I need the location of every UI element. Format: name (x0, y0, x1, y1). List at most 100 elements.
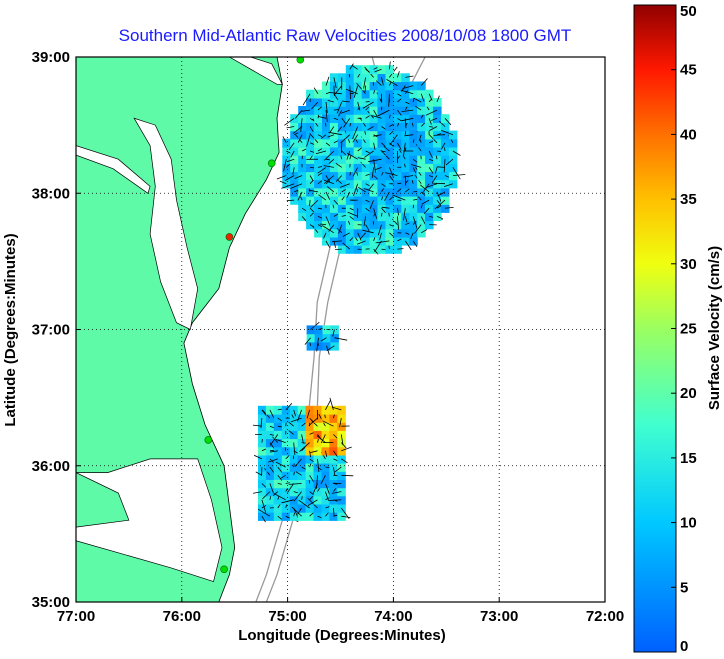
velocity-arrow (333, 467, 336, 476)
velocity-cell (305, 512, 315, 521)
velocity-arrow (288, 421, 294, 427)
velocity-arrow (260, 418, 263, 428)
velocity-cell (281, 454, 291, 464)
velocity-arrow (328, 224, 335, 232)
velocity-cell (258, 438, 267, 448)
velocity-arrow (307, 499, 318, 506)
velocity-arrow (261, 499, 267, 514)
velocity-arrow (268, 458, 278, 463)
velocity-cell (290, 196, 299, 205)
velocity-arrow (321, 225, 335, 234)
velocity-cell (433, 179, 442, 189)
velocity-cell (329, 438, 338, 448)
velocity-arrow (290, 150, 295, 158)
velocity-arrow (335, 175, 343, 182)
velocity-cell (385, 65, 394, 74)
velocity-cell (385, 97, 394, 107)
velocity-cell (273, 438, 283, 448)
velocity-arrow (353, 85, 359, 98)
velocity-cell (369, 97, 379, 107)
velocity-arrow (428, 93, 433, 101)
delaware-bay (228, 57, 283, 85)
velocity-arrow (329, 126, 335, 134)
velocity-arrow (444, 183, 454, 187)
velocity-arrow (373, 208, 378, 219)
velocity-arrow (389, 134, 398, 146)
velocity-cell (441, 163, 450, 173)
velocity-cell (409, 106, 418, 115)
velocity-arrow (336, 101, 343, 114)
velocity-cell (329, 163, 339, 173)
velocity-arrow (297, 409, 302, 422)
velocity-arrow (270, 450, 278, 453)
velocity-arrow (272, 491, 279, 496)
velocity-cell (409, 97, 418, 107)
velocity-arrow (325, 240, 331, 248)
velocity-cell (377, 163, 386, 173)
velocity-cell (322, 81, 331, 91)
velocity-arrow (279, 180, 287, 185)
velocity-cell (361, 187, 371, 197)
velocity-cell (385, 204, 394, 213)
velocity-arrow (403, 142, 406, 157)
velocity-arrow (297, 191, 303, 201)
velocity-arrow (302, 93, 311, 106)
velocity-arrow (288, 483, 302, 485)
velocity-arrow (295, 471, 302, 476)
y-axis-ticks: 35:00 36:00 37:00 38:00 39:00 (32, 49, 81, 611)
land-mass (76, 57, 283, 602)
velocity-arrow (404, 216, 408, 223)
velocity-arrow (334, 466, 342, 473)
velocity-cell (314, 171, 323, 181)
colorbar-label: Surface Velocity (cm/s) (706, 246, 723, 410)
colorbar-tick-label: 45 (680, 62, 697, 79)
velocity-arrow (325, 399, 332, 411)
velocity-cell (433, 163, 442, 173)
velocity-cell (337, 187, 347, 197)
velocity-cell (337, 236, 347, 246)
velocity-cell (385, 196, 394, 205)
velocity-arrow (433, 134, 446, 136)
velocity-cell (281, 422, 291, 431)
velocity-cell (258, 471, 267, 480)
velocity-arrow (364, 85, 366, 93)
velocity-cell (298, 122, 307, 132)
velocity-arrow (308, 417, 318, 426)
velocity-cell (298, 146, 307, 156)
velocity-cell (385, 245, 394, 254)
velocity-cell (306, 179, 315, 189)
velocity-cell (290, 171, 299, 181)
velocity-cell (369, 212, 379, 222)
velocity-cell (361, 138, 371, 148)
velocity-arrow (317, 167, 327, 174)
velocity-cell (337, 196, 347, 205)
velocity-cell (353, 65, 363, 74)
velocity-cell (433, 122, 442, 132)
velocity-arrow (444, 118, 452, 126)
colorbar-tick-label: 30 (680, 256, 697, 273)
velocity-cell (353, 187, 363, 197)
velocity-arrow (371, 167, 374, 179)
velocity-arrow (431, 182, 446, 185)
velocity-arrow (291, 506, 302, 517)
velocity-arrow (328, 131, 342, 136)
velocity-arrow (410, 164, 422, 168)
velocity-arrow (340, 507, 350, 519)
velocity-cell (290, 155, 299, 164)
velocity-cell (353, 73, 363, 83)
velocity-cell (314, 179, 323, 189)
velocity-cell (273, 503, 283, 513)
velocity-arrow (253, 491, 262, 494)
velocity-arrow (341, 474, 354, 477)
colorbar-ticks: 0 5 10 15 20 25 30 35 40 45 50 (671, 3, 697, 655)
radar-station (204, 436, 213, 444)
velocity-arrow (317, 116, 327, 119)
velocity-arrow (319, 223, 327, 225)
velocity-arrow (326, 345, 335, 352)
velocity-arrow (362, 229, 374, 234)
velocity-arrow (292, 126, 303, 134)
velocity-cell (337, 89, 347, 99)
velocity-arrow (425, 183, 438, 188)
y-tick-label: 37:00 (32, 322, 70, 339)
velocity-cell (345, 97, 355, 107)
